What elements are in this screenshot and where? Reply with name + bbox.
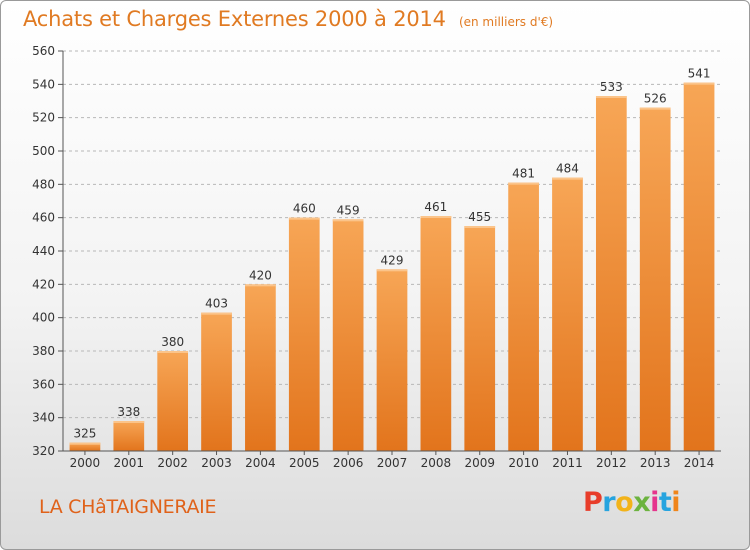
bar bbox=[376, 269, 408, 451]
bar bbox=[157, 351, 189, 451]
data-label: 461 bbox=[424, 200, 447, 214]
bar bbox=[420, 216, 452, 451]
data-label: 533 bbox=[600, 80, 623, 94]
bar-highlight bbox=[420, 216, 452, 218]
y-tick-label: 420 bbox=[32, 277, 55, 291]
data-label: 420 bbox=[249, 268, 272, 282]
bar bbox=[639, 107, 671, 452]
bar-highlight bbox=[639, 107, 671, 110]
data-label: 380 bbox=[161, 335, 184, 349]
x-tick-label: 2000 bbox=[70, 456, 101, 470]
x-tick-label: 2010 bbox=[508, 456, 539, 470]
bar-highlight bbox=[595, 96, 627, 98]
bar-highlight bbox=[245, 284, 276, 287]
bar bbox=[464, 226, 496, 451]
bar-highlight bbox=[157, 351, 189, 353]
y-tick-label: 340 bbox=[32, 411, 55, 425]
data-label: 403 bbox=[205, 297, 228, 311]
bars bbox=[69, 82, 715, 452]
bar bbox=[508, 182, 539, 451]
y-tick-label: 440 bbox=[32, 244, 55, 258]
y-tick-label: 460 bbox=[32, 211, 55, 225]
data-label: 459 bbox=[337, 203, 360, 217]
data-label: 526 bbox=[644, 92, 667, 106]
bar bbox=[595, 96, 627, 451]
bar-highlight bbox=[376, 269, 408, 272]
data-label: 338 bbox=[117, 405, 140, 419]
bar bbox=[683, 82, 715, 452]
bar bbox=[245, 284, 276, 451]
x-tick-label: 2008 bbox=[421, 456, 452, 470]
proxiti-logo: Proxiti bbox=[583, 487, 681, 518]
bar-highlight bbox=[288, 217, 320, 220]
x-tick-label: 2002 bbox=[157, 456, 188, 470]
y-tick-label: 520 bbox=[32, 111, 55, 125]
x-tick-label: 2012 bbox=[596, 456, 627, 470]
y-tick-label: 540 bbox=[32, 77, 55, 91]
data-label: 481 bbox=[512, 167, 535, 181]
x-tick-label: 2007 bbox=[377, 456, 408, 470]
logo-letter: x bbox=[633, 487, 651, 518]
logo-letter: i bbox=[671, 487, 681, 518]
y-tick-label: 560 bbox=[32, 44, 55, 58]
bar bbox=[332, 219, 364, 451]
logo-letter: i bbox=[650, 487, 659, 518]
logo-letter: o bbox=[615, 487, 634, 518]
data-label: 484 bbox=[556, 162, 579, 176]
bar bbox=[69, 442, 101, 451]
y-tick-label: 360 bbox=[32, 377, 55, 391]
data-label: 460 bbox=[293, 202, 316, 216]
data-label: 455 bbox=[468, 210, 491, 224]
data-label: 541 bbox=[688, 67, 711, 81]
x-tick-label: 2005 bbox=[289, 456, 320, 470]
y-tick-label: 480 bbox=[32, 177, 55, 191]
bar-highlight bbox=[332, 219, 364, 222]
bar-highlight bbox=[113, 421, 145, 423]
logo-letter: r bbox=[602, 487, 616, 518]
x-tick-label: 2003 bbox=[201, 456, 232, 470]
bar-highlight bbox=[464, 226, 496, 228]
bar-highlight bbox=[552, 177, 583, 180]
bar bbox=[288, 217, 320, 451]
x-tick-label: 2014 bbox=[684, 456, 715, 470]
chart-title-block: Achats et Charges Externes 2000 à 2014 (… bbox=[23, 7, 553, 31]
y-tick-label: 380 bbox=[32, 344, 55, 358]
data-label: 325 bbox=[73, 427, 96, 441]
x-tick-label: 2004 bbox=[245, 456, 276, 470]
x-tick-label: 2009 bbox=[464, 456, 495, 470]
data-label: 429 bbox=[381, 253, 404, 267]
x-tick-label: 2006 bbox=[333, 456, 364, 470]
y-tick-label: 500 bbox=[32, 144, 55, 158]
y-tick-label: 320 bbox=[32, 444, 55, 458]
bar bbox=[552, 177, 583, 451]
bar-highlight bbox=[69, 442, 101, 445]
axes: 320 340 360 380 400 420 440 460 480 500 520 540 560 2… bbox=[32, 44, 721, 470]
bar-highlight bbox=[201, 312, 232, 315]
bar-highlight bbox=[508, 182, 539, 185]
bar bbox=[201, 312, 232, 451]
logo-letter: P bbox=[583, 487, 603, 518]
chart-title: Achats et Charges Externes 2000 à 2014 bbox=[23, 7, 446, 31]
x-tick-label: 2011 bbox=[552, 456, 583, 470]
chart-subtitle: (en milliers d'€) bbox=[458, 15, 554, 29]
bar bbox=[113, 421, 145, 451]
logo-letter: t bbox=[658, 487, 672, 518]
x-tick-label: 2013 bbox=[640, 456, 671, 470]
y-tick-label: 400 bbox=[32, 311, 55, 325]
commune-name: LA CHâTAIGNERAIE bbox=[39, 496, 217, 518]
x-tick-label: 2001 bbox=[114, 456, 145, 470]
bar-highlight bbox=[683, 82, 715, 85]
data-labels: 325 338 380 403 420 460 459 429 461 455 481 484 533 5… bbox=[73, 67, 710, 441]
